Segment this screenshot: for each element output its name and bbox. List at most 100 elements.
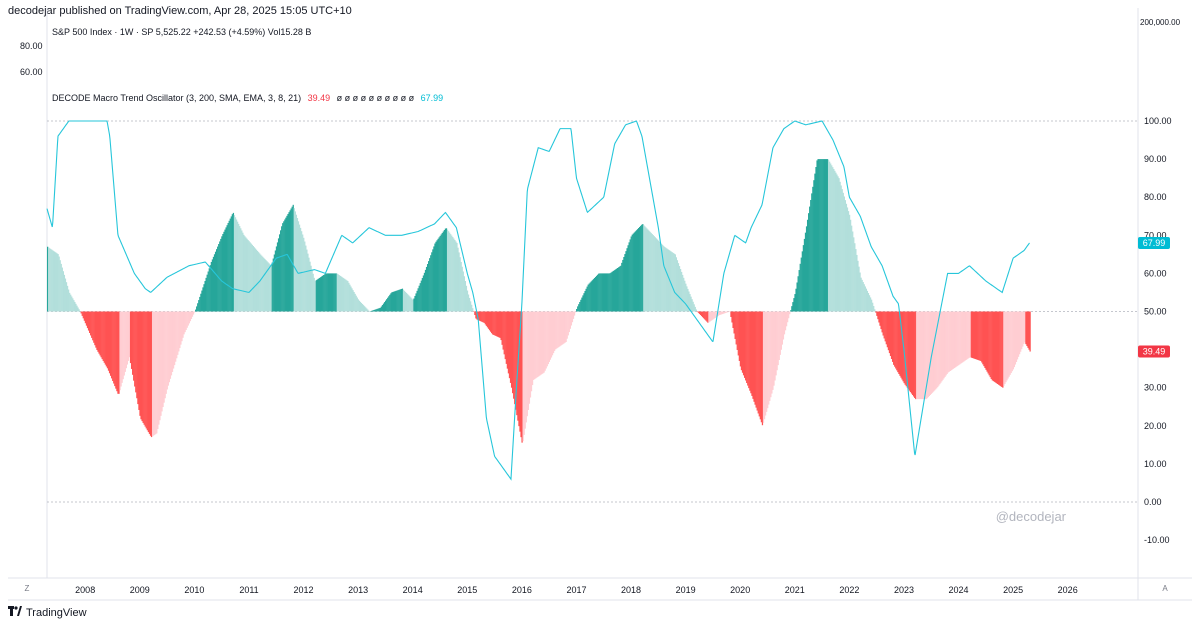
histogram-bar [178,311,180,352]
histogram-bar [97,311,99,352]
price-axis[interactable]: 100.0090.0080.0070.0060.0050.0040.0030.0… [1144,116,1172,545]
histogram-bar [978,311,980,361]
histogram-bar [498,311,500,338]
histogram-bar [304,241,306,312]
histogram-bar [53,251,55,312]
histogram-bar [950,311,953,371]
histogram-bar [893,311,895,365]
histogram-bar [724,311,726,314]
histogram-bar [797,276,799,312]
histogram-bar [1029,311,1031,352]
x-tick-label: 2013 [348,585,368,595]
histogram-bar [881,311,883,333]
histogram-bar [671,252,673,312]
histogram-bar [780,311,782,350]
histogram-bar [467,294,470,312]
histogram-bar [271,262,273,312]
histogram-bar [665,247,667,312]
auto-scale-button[interactable]: A [1162,584,1168,593]
histogram-bar [73,300,75,312]
histogram-bar [771,311,773,394]
histogram-bar [57,254,59,312]
histogram-bar [156,311,158,434]
time-axis[interactable]: 2008 2009 2010 2011 2012 2013 2014 2015 2016 2017… [75,585,1078,595]
histogram-bar [122,311,124,380]
symbol-legend[interactable]: S&P 500 Index · 1W · SP 5,525.22 +242.53… [52,27,312,37]
histogram-bar [613,270,616,312]
histogram-bar [860,277,862,312]
histogram-bar [253,247,256,312]
histogram-bar [365,307,367,312]
histogram-bar [195,309,197,312]
log-scale-button[interactable]: Z [24,584,30,593]
histogram-bar [742,311,745,376]
histogram-bar [859,272,861,312]
histogram-bar [109,311,112,376]
histogram-bar [718,311,721,316]
histogram-bar [923,311,925,400]
histogram-bar [395,290,397,312]
histogram-bar [76,305,78,312]
indicator-legend[interactable]: DECODE Macro Trend Oscillator (3, 200, S… [52,93,447,103]
histogram-bar [661,243,663,312]
histogram-bar [791,306,793,312]
histogram-bar [151,311,154,437]
histogram-bar [554,311,556,351]
indicator-value-blue: 67.99 [420,93,444,103]
histogram-bar [273,254,275,312]
histogram-bar [982,311,984,365]
histogram-bar [540,311,542,375]
histogram-bar [106,311,109,369]
histogram-bar [727,311,729,313]
histogram-bar [513,311,515,399]
histogram-bar [460,261,462,312]
histogram-bar [683,277,685,312]
histogram-bar [280,230,282,312]
x-tick-label: 2020 [730,585,750,595]
histogram-bar [67,289,70,312]
histogram-bar [233,215,236,312]
histogram-bar [196,306,198,312]
histogram-bar [426,264,429,312]
histogram-bar [654,237,657,312]
histogram-bar [327,273,329,312]
histogram-bar [292,204,294,312]
histogram-bar [72,298,74,312]
histogram-bar [240,228,242,312]
histogram-bar [958,311,960,366]
histogram-bar [748,311,750,389]
tradingview-footer[interactable]: TradingView [8,606,87,619]
histogram-bar [741,311,744,373]
x-tick-label: 2025 [1003,585,1023,595]
histogram-bar [1003,311,1005,386]
histogram-bar [894,311,896,367]
histogram-bar [422,275,425,312]
y-tick-label: 20.00 [1144,421,1167,431]
histogram-bar [168,311,171,383]
histogram-bar [415,293,417,312]
publish-line: decodejar published on TradingView.com, … [8,5,352,17]
y-tick-label: 90.00 [1144,154,1167,164]
histogram-bar [391,292,393,312]
histogram-bar [904,311,906,385]
histogram-bar [1007,311,1009,379]
histogram-bar [605,273,607,312]
histogram-bar [184,311,186,333]
histogram-bar [656,239,659,312]
histogram-bar [408,295,410,312]
histogram-bar [296,218,299,312]
histogram-bar [577,306,579,312]
histogram-bar [805,226,808,312]
histogram-bar [254,248,257,312]
histogram-bar [358,300,360,312]
histogram-bar [546,311,548,367]
histogram-bar [284,219,286,312]
histogram-bar [191,311,194,317]
histogram-bar [75,303,77,312]
histogram-bar [380,306,383,312]
histogram-bar [534,311,536,380]
histogram-bar [1012,311,1014,370]
histogram-bar [507,311,510,374]
histogram-bar [891,311,894,362]
